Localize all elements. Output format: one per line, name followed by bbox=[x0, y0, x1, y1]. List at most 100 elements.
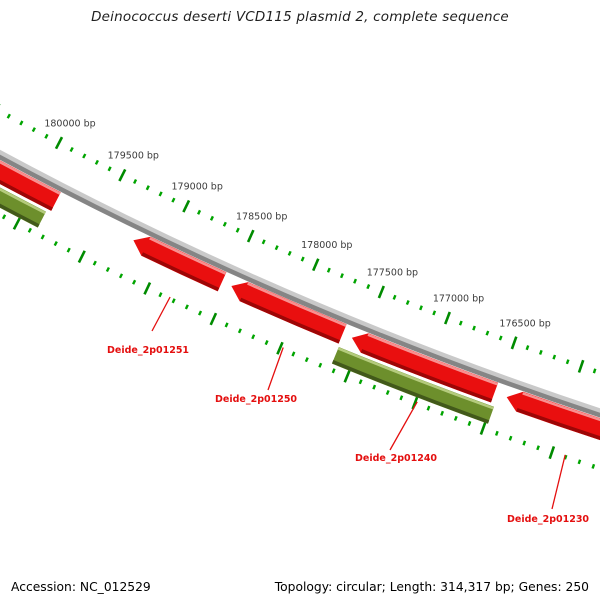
tick-mark bbox=[392, 294, 397, 300]
tick-mark bbox=[426, 405, 431, 411]
tick-mark bbox=[66, 247, 71, 253]
tick-mark bbox=[432, 310, 437, 316]
tick-mark bbox=[304, 357, 309, 363]
tick-mark bbox=[19, 120, 24, 126]
tick-mark bbox=[494, 430, 499, 436]
tick-mark bbox=[31, 127, 36, 133]
ruler-label: 177000 bp bbox=[433, 294, 484, 305]
tick-mark bbox=[510, 336, 518, 350]
tick-mark bbox=[251, 334, 256, 340]
page-title: Deinococcus deserti VCD115 plasmid 2, co… bbox=[91, 9, 509, 25]
gene-arrow-Deide_2p01230[interactable] bbox=[506, 391, 600, 452]
tick-mark bbox=[372, 384, 377, 390]
gene-label[interactable]: Deide_2p01230 bbox=[507, 514, 589, 525]
tick-mark bbox=[366, 284, 371, 290]
tick-mark bbox=[235, 227, 240, 233]
tick-mark bbox=[224, 322, 229, 328]
tick-mark bbox=[171, 298, 176, 304]
tick-mark bbox=[385, 389, 390, 396]
gene-arrow-shadow bbox=[0, 179, 53, 211]
status-topology-length-genes: Topology: circular; Length: 314,317 bp; … bbox=[274, 580, 589, 594]
gene-arrow-Deide_2p01250-shadow bbox=[239, 297, 340, 344]
tick-mark bbox=[548, 445, 556, 460]
tick-mark bbox=[133, 178, 138, 185]
tick-mark bbox=[6, 113, 11, 119]
tick-mark bbox=[312, 258, 320, 272]
tick-mark bbox=[158, 191, 163, 197]
tick-mark bbox=[198, 310, 203, 316]
ruler-label: 179000 bp bbox=[172, 182, 223, 193]
tick-mark bbox=[536, 445, 540, 451]
tick-mark bbox=[453, 415, 458, 421]
tick-mark bbox=[209, 312, 218, 326]
gene-label[interactable]: Deide_2p01250 bbox=[215, 394, 297, 405]
ruler-label: 178500 bp bbox=[236, 212, 287, 223]
tick-mark bbox=[287, 250, 292, 256]
gene-arrow-Deide_2p01250-highlight bbox=[247, 282, 347, 327]
ruler-label: 178000 bp bbox=[301, 240, 352, 251]
tick-mark bbox=[358, 379, 363, 385]
tick-mark bbox=[261, 239, 266, 245]
ruler-label: 179500 bp bbox=[108, 151, 159, 162]
tick-mark bbox=[182, 199, 191, 213]
gene-arrow-Deide_2p01251[interactable] bbox=[133, 236, 227, 292]
gene-leader-line bbox=[151, 296, 171, 332]
tick-mark bbox=[143, 282, 152, 295]
gene-arrow-Deide_2p01240-highlight bbox=[337, 347, 494, 410]
backbone-arc-shade bbox=[0, 154, 600, 418]
gene-arrow-highlight bbox=[367, 333, 499, 386]
gene-arrow-Deide_2p01240[interactable] bbox=[331, 347, 494, 424]
gene-arrow-highlight bbox=[0, 160, 61, 195]
tick-mark bbox=[563, 454, 568, 460]
tick-mark bbox=[44, 133, 49, 139]
tick-mark bbox=[118, 273, 124, 279]
tick-mark bbox=[300, 256, 305, 262]
tick-mark bbox=[12, 217, 22, 230]
tick-mark bbox=[246, 229, 255, 243]
tick-mark bbox=[318, 362, 323, 368]
tick-mark bbox=[184, 304, 189, 310]
gene-arrow[interactable] bbox=[351, 333, 499, 403]
gene-leader-line bbox=[389, 401, 418, 451]
tick-mark bbox=[538, 349, 543, 355]
gene-arrow-Deide_2p01250[interactable] bbox=[231, 282, 347, 344]
tick-mark bbox=[222, 221, 227, 227]
backbone-arc bbox=[0, 149, 600, 414]
tick-mark bbox=[565, 359, 570, 365]
tick-mark bbox=[343, 369, 351, 383]
gene-label[interactable]: Deide_2p01240 bbox=[355, 453, 437, 464]
tick-mark bbox=[339, 273, 344, 279]
tick-mark bbox=[291, 351, 296, 357]
tick-mark bbox=[54, 136, 64, 150]
gene-arrow-shadow bbox=[0, 203, 40, 228]
ruler-label: 176500 bp bbox=[499, 318, 550, 329]
ruler-label: 177500 bp bbox=[367, 268, 418, 279]
gene-label[interactable]: Deide_2p01251 bbox=[107, 345, 189, 356]
tick-mark bbox=[419, 305, 423, 311]
tick-mark bbox=[331, 368, 336, 374]
tick-mark bbox=[1, 214, 7, 220]
tick-mark bbox=[411, 396, 419, 410]
tick-mark bbox=[69, 146, 74, 153]
tick-mark bbox=[592, 368, 597, 374]
gene-arrow[interactable] bbox=[0, 161, 46, 228]
gene-arrow[interactable] bbox=[0, 140, 61, 211]
tick-mark bbox=[458, 320, 463, 326]
tick-mark bbox=[264, 340, 269, 346]
tick-mark bbox=[237, 328, 242, 334]
tick-mark bbox=[276, 341, 284, 355]
tick-mark bbox=[498, 335, 503, 341]
tick-mark bbox=[197, 209, 202, 215]
tick-mark bbox=[145, 185, 150, 191]
gene-arrow-Deide_2p01251-highlight bbox=[149, 237, 227, 275]
tick-mark bbox=[158, 292, 163, 298]
tick-mark bbox=[94, 159, 99, 165]
tick-mark bbox=[77, 250, 86, 264]
tick-mark bbox=[27, 227, 32, 233]
tick-mark bbox=[508, 435, 513, 441]
gene-arrow-Deide_2p01230-shadow bbox=[516, 408, 600, 440]
tick-mark bbox=[377, 285, 386, 299]
tick-mark bbox=[40, 234, 45, 240]
